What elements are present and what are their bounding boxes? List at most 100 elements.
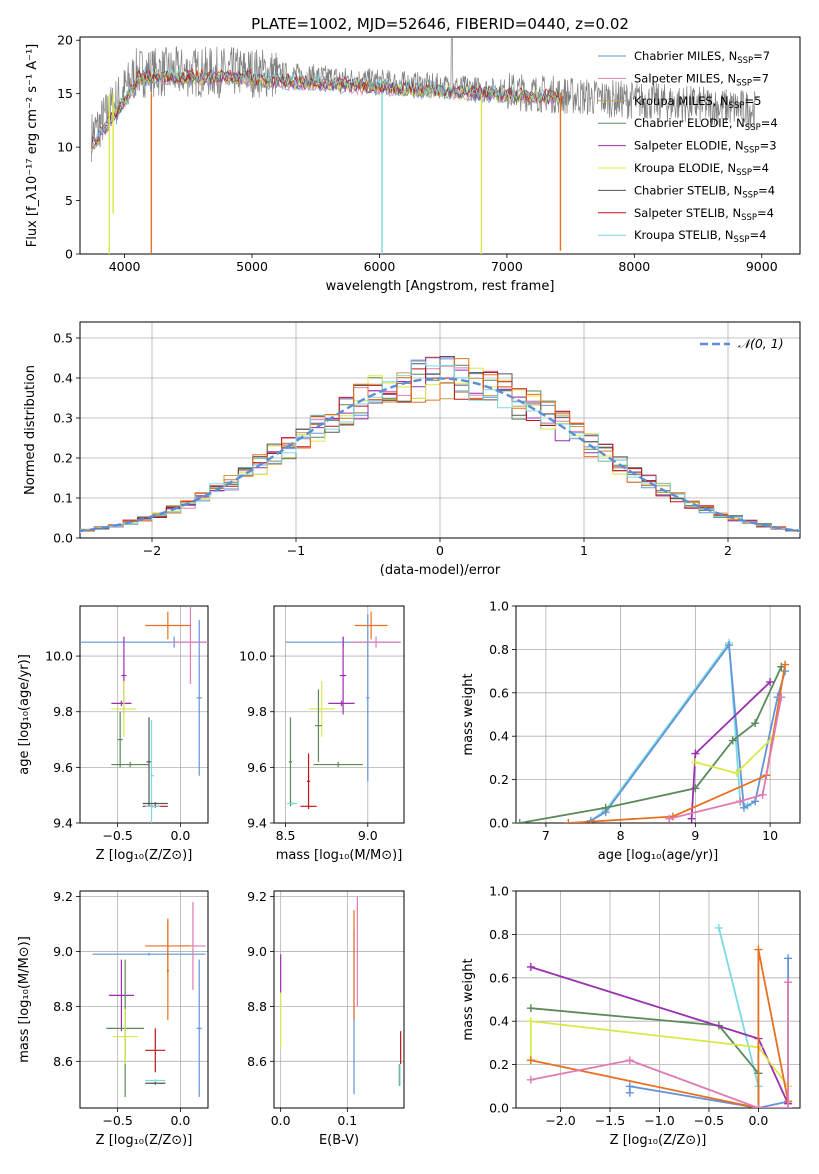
weight-marker (725, 641, 733, 650)
y-tick-label: 0.1 (53, 491, 73, 506)
errorbar-point (196, 619, 202, 776)
x-axis-label: E(B-V) (319, 1133, 359, 1148)
weight-marker (687, 814, 696, 823)
x-tick-label: 7000 (491, 259, 523, 274)
weight-marker (751, 719, 760, 728)
weight-marker (777, 693, 786, 702)
x-tick-label: −0.5 (694, 1113, 724, 1128)
axes-frame (79, 36, 801, 255)
weight-marker (564, 819, 573, 823)
y-axis-label: age [log₁₀(age/yr)] (17, 654, 32, 775)
y-tick-label: 0.2 (489, 772, 509, 787)
y-tick-label: 0.0 (53, 531, 73, 546)
x-tick-label: 0.0 (271, 1113, 291, 1128)
weight-series-line (530, 949, 789, 1108)
weight-marker (691, 758, 700, 767)
x-tick-label: −0.5 (102, 1113, 132, 1128)
x-axis-label: age [log₁₀(age/yr)] (598, 848, 719, 863)
weight-marker (625, 1082, 634, 1091)
legend-entry: Kroupa MILES, NSSP=5 (634, 94, 761, 111)
errorbar-point (196, 959, 202, 1098)
y-tick-label: 0.0 (489, 1101, 509, 1116)
weight-marker (526, 1017, 535, 1026)
weight-marker (758, 790, 767, 799)
y-tick-label: 9.8 (53, 704, 73, 719)
x-tick-label: 9 (691, 828, 699, 843)
y-tick-label: 0.4 (489, 729, 509, 744)
weight-marker (516, 819, 524, 823)
histogram-series (80, 361, 800, 533)
legend-entry: Salpeter MILES, NSSP=7 (634, 71, 769, 88)
x-tick-label: 8.5 (276, 828, 296, 843)
weight-marker (754, 945, 763, 954)
chart-residuals: −2 −1 0 1 2 0.0 0.1 0.2 0.3 0.4 0.5 (data-model)/er… (23, 321, 801, 578)
chart-spectrum: 4000 5000 6000 7000 8000 9000 0 5 10 15 20 waveleng… (25, 33, 801, 294)
y-tick-label: 9.4 (53, 816, 73, 831)
legend-entry: Chabrier ELODIE, NSSP=4 (634, 116, 778, 133)
errorbar-point (92, 952, 206, 956)
errorbar-point (145, 1028, 166, 1073)
errorbar-point (313, 761, 363, 768)
x-tick-label: 2 (724, 543, 732, 558)
x-axis-label: Z [log₁₀(Z/Z⊙)] (610, 1133, 707, 1148)
x-tick-label: 8000 (618, 259, 650, 274)
x-axis-label: mass [log₁₀(M/M⊙)] (276, 848, 403, 863)
errorbar-point (339, 636, 347, 715)
x-axis-label: (data-model)/error (380, 563, 501, 578)
x-tick-label: 7 (542, 828, 550, 843)
y-tick-label: 8.8 (53, 999, 73, 1014)
errorbar-point (145, 804, 161, 808)
y-tick-label: 9.4 (247, 816, 267, 831)
y-tick-label: 0.5 (53, 331, 73, 346)
x-tick-label: 5000 (236, 259, 268, 274)
weight-marker (526, 1056, 535, 1065)
x-tick-label: 0.0 (748, 1113, 768, 1128)
legend-entry: Chabrier MILES, NSSP=7 (634, 49, 770, 66)
x-tick-label: 6000 (364, 259, 396, 274)
weight-series-line (718, 927, 760, 1108)
legend-entry: Salpeter ELODIE, NSSP=3 (634, 139, 777, 156)
weight-marker (754, 1104, 763, 1108)
weight-marker (784, 954, 793, 963)
x-tick-label: 1 (580, 543, 588, 558)
y-tick-label: 0.2 (489, 1057, 509, 1072)
y-axis-label: mass [log₁₀(M/M⊙)] (17, 936, 32, 1063)
errorbar-point (351, 636, 401, 648)
weight-series-line (519, 666, 783, 823)
chart-mass_vs_ebv: 0.0 0.1 8.6 8.8 9.0 9.2 E(B-V) (247, 889, 405, 1148)
weight-series-line (530, 1007, 760, 1108)
chart-weight_vs_Z: −2.0 −1.5 −1.0 −0.5 0.0 0.0 0.2 0.4 0.6 0.8 1.0 Z [… (461, 884, 801, 1148)
y-tick-label: 9.2 (53, 889, 73, 904)
x-tick-label: −1 (287, 543, 305, 558)
y-tick-label: 9.6 (53, 760, 73, 775)
errorbar-point (108, 959, 134, 1032)
errorbar-point (287, 802, 298, 805)
legend-entry: Kroupa STELIB, NSSP=4 (634, 228, 766, 245)
x-tick-label: 0 (436, 543, 444, 558)
legend-entry: Chabrier STELIB, NSSP=4 (634, 183, 775, 200)
errorbar-point (366, 614, 370, 782)
weight-series-line (590, 642, 786, 822)
axes-frame (515, 890, 801, 1109)
errorbar-point (112, 1009, 138, 1065)
x-tick-label: −1.0 (644, 1113, 674, 1128)
y-tick-label: 0.8 (489, 642, 509, 657)
errorbar-point (149, 720, 155, 823)
y-tick-label: 9.6 (247, 760, 267, 775)
y-tick-label: 10.0 (45, 649, 73, 664)
errorbar-point (146, 717, 152, 807)
weight-series-line (668, 696, 783, 820)
y-tick-label: 0.3 (53, 411, 73, 426)
errorbar-point (145, 1081, 166, 1085)
errorbar-point (117, 711, 123, 768)
y-tick-label: 9.2 (247, 889, 267, 904)
y-tick-label: 0.4 (489, 1014, 509, 1029)
legend-entry: Salpeter STELIB, NSSP=4 (634, 206, 774, 223)
weight-marker (739, 803, 748, 812)
legend-entry: Kroupa ELODIE, NSSP=4 (634, 161, 769, 178)
weight-series-line (530, 982, 789, 1108)
weight-marker (665, 814, 674, 823)
y-tick-label: 0.6 (489, 685, 509, 700)
y-tick-label: 9.0 (247, 944, 267, 959)
x-tick-label: −0.5 (102, 828, 132, 843)
